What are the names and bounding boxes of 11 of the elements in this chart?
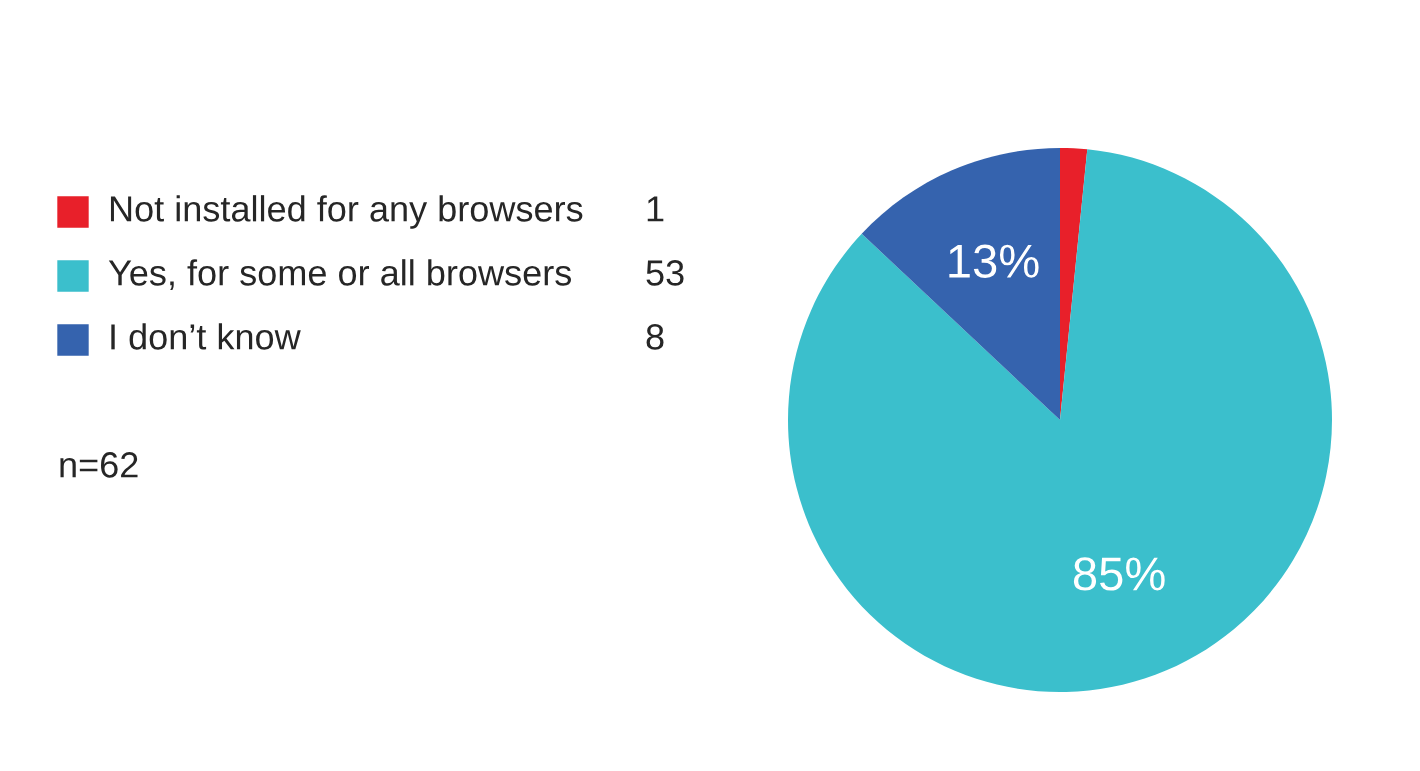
text: n=62 — [60, 452, 138, 478]
data-label: 13% — [949, 244, 1039, 278]
legend-label: I don’t know — [111, 323, 301, 350]
text: 1 — [647, 196, 664, 222]
text: 8 — [646, 324, 664, 350]
pie-slice — [861, 148, 1060, 420]
pie-slice — [788, 149, 1332, 692]
legend-label: Yes, for some or all browsers — [108, 259, 571, 290]
legend-label: Not installed for any browsers — [110, 195, 583, 229]
text: 53 — [646, 260, 684, 286]
data-label: 85% — [1073, 557, 1165, 591]
